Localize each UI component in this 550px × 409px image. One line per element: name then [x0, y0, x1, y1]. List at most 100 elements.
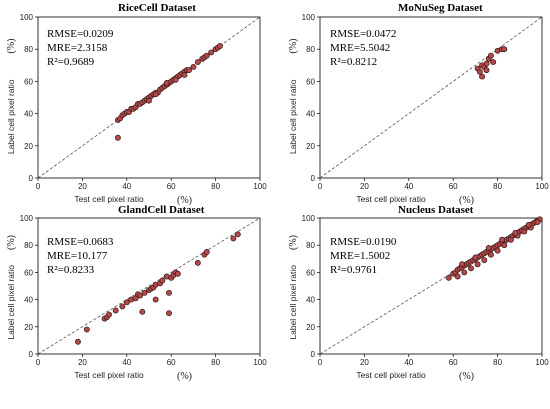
- data-point: [217, 43, 223, 49]
- data-point: [474, 261, 481, 268]
- data-point: [501, 46, 508, 53]
- x-tick-label: 0: [36, 182, 41, 191]
- data-point: [75, 338, 81, 345]
- panel-3: GlandCell Dataset 0 20 40 60 80 100 0 20 40 60 80 10…: [6, 204, 267, 382]
- x-axis-unit: (%): [177, 195, 192, 206]
- stats-line: MRE=10.177: [47, 250, 108, 262]
- x-axis-label: Test cell pixel ratio: [356, 370, 426, 380]
- plot-frame: [319, 217, 543, 355]
- y-tick-label: 20: [306, 142, 315, 151]
- data-point: [472, 254, 479, 261]
- data-point: [208, 49, 215, 56]
- y-tick-label: 0: [311, 350, 316, 359]
- y-tick-label: 40: [24, 110, 33, 119]
- data-point: [534, 219, 541, 226]
- data-point: [487, 52, 494, 59]
- data-point: [181, 72, 188, 78]
- data-point: [507, 236, 514, 243]
- panel-1: RiceCell Dataset 0 20 40 60 80 100 0 20 40 60 80 100…: [6, 2, 267, 206]
- x-tick-label: 20: [360, 358, 369, 367]
- stats-line: R²=0.9761: [330, 264, 377, 276]
- x-tick-label: 60: [167, 358, 176, 367]
- data-point: [476, 68, 483, 75]
- data-point: [163, 80, 170, 86]
- data-point: [203, 249, 210, 255]
- y-tick-label: 80: [24, 45, 33, 54]
- y-axis-unit: (%): [6, 38, 17, 53]
- y-tick-label: 60: [24, 77, 33, 86]
- reference-line: [319, 16, 543, 179]
- x-axis-label: Test cell pixel ratio: [74, 370, 144, 380]
- x-tick-label: 100: [253, 358, 267, 367]
- y-tick-label: 0: [29, 350, 34, 359]
- x-tick-label: 80: [493, 358, 502, 367]
- y-tick-label: 60: [306, 77, 315, 86]
- data-point: [483, 67, 490, 74]
- x-axis-unit: (%): [177, 371, 192, 382]
- stats-line: R²=0.8233: [47, 264, 95, 276]
- data-point: [172, 76, 179, 83]
- x-tick-label: 40: [122, 358, 131, 367]
- x-tick-label: 60: [449, 358, 458, 367]
- x-tick-label: 80: [211, 182, 220, 191]
- stats-line: R²=0.8212: [330, 56, 377, 68]
- x-axis-unit: (%): [459, 371, 474, 382]
- y-tick-label: 0: [29, 174, 34, 183]
- y-tick-label: 60: [24, 268, 33, 277]
- reference-line: [37, 217, 261, 355]
- y-axis-label: Label cell pixel ratio: [6, 265, 16, 340]
- y-tick-label: 100: [20, 13, 34, 22]
- y-axis-unit: (%): [6, 235, 17, 250]
- x-tick-label: 20: [360, 182, 369, 191]
- data-point: [159, 277, 166, 284]
- data-point: [468, 265, 474, 272]
- data-point: [230, 235, 237, 242]
- x-tick-label: 100: [535, 182, 549, 191]
- x-tick-label: 100: [253, 182, 267, 191]
- y-axis-label: Label cell pixel ratio: [6, 79, 16, 154]
- y-tick-label: 100: [302, 214, 316, 223]
- plot-frame: [37, 16, 261, 179]
- data-point: [166, 289, 172, 296]
- stats-line: MRE=5.5042: [330, 42, 390, 54]
- data-point: [152, 296, 159, 303]
- x-tick-label: 40: [404, 358, 413, 367]
- x-tick-label: 20: [78, 182, 87, 191]
- x-tick-label: 20: [78, 358, 87, 367]
- y-tick-label: 80: [306, 45, 315, 54]
- data-point: [83, 326, 90, 333]
- x-tick-label: 40: [404, 182, 413, 191]
- x-tick-label: 60: [449, 182, 458, 191]
- data-point: [190, 63, 197, 70]
- data-point: [485, 244, 492, 251]
- x-tick-label: 60: [167, 182, 176, 191]
- y-tick-label: 100: [302, 13, 316, 22]
- y-tick-label: 40: [306, 110, 315, 119]
- data-point: [461, 269, 468, 276]
- panel-title: Nucleus Dataset: [398, 204, 474, 216]
- panel-2: MoNuSeg Dataset 0 20 40 60 80 100 0 20 40 60 80 100 T…: [288, 2, 549, 206]
- data-point: [459, 261, 466, 268]
- y-tick-label: 40: [306, 296, 315, 305]
- data-point: [479, 73, 486, 80]
- y-tick-label: 100: [20, 214, 34, 223]
- y-tick-label: 60: [306, 268, 315, 277]
- data-point: [525, 221, 532, 228]
- plot-frame: [319, 16, 543, 179]
- y-tick-label: 40: [24, 296, 33, 305]
- data-point: [123, 299, 130, 306]
- y-axis-unit: (%): [288, 235, 299, 250]
- x-tick-label: 100: [535, 358, 549, 367]
- data-point: [521, 228, 528, 235]
- plot-frame: [37, 217, 261, 355]
- data-point: [114, 134, 121, 141]
- data-point: [141, 289, 148, 296]
- y-tick-label: 20: [24, 323, 33, 332]
- stats-line: RMSE=0.0209: [47, 28, 114, 40]
- x-axis-label: Test cell pixel ratio: [356, 194, 426, 204]
- data-point: [234, 231, 241, 238]
- data-point: [152, 91, 159, 98]
- stats-line: MRE=2.3158: [47, 42, 108, 54]
- data-point: [501, 242, 508, 249]
